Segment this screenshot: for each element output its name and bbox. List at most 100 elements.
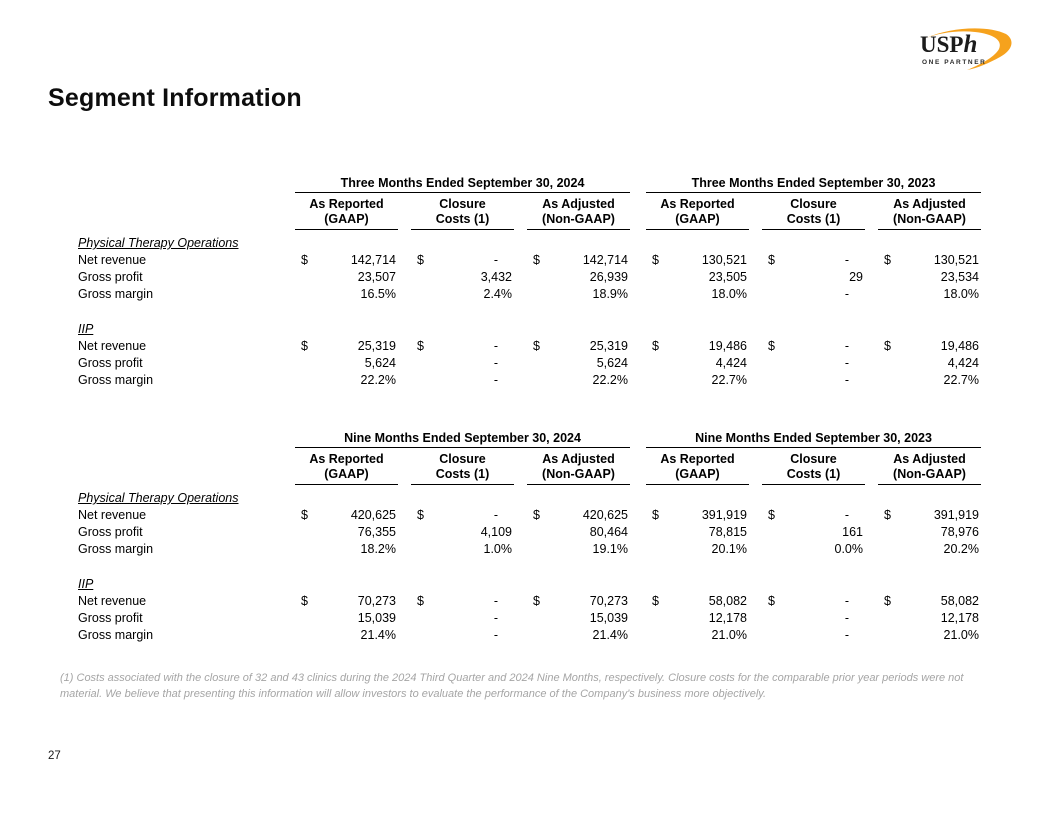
column-header-line1: As Adjusted — [542, 197, 615, 211]
column-header-line2: (Non-GAAP) — [542, 212, 615, 226]
dollar-sign: $ — [301, 339, 308, 353]
row-label: Gross margin — [78, 287, 154, 301]
value-cell: 26,939 — [527, 269, 630, 286]
value-cell: $ - — [411, 593, 514, 610]
row-label: Gross profit — [78, 270, 143, 284]
section-gap — [78, 558, 981, 571]
dollar-sign — [646, 355, 652, 372]
value-cell: 20.1% — [646, 541, 749, 558]
column-header: As Adjusted (Non-GAAP) — [527, 196, 630, 230]
value-cell: 22.2% — [527, 372, 630, 389]
dollar-sign — [646, 627, 652, 644]
column-header-line1: As Adjusted — [893, 452, 966, 466]
cell-value: 0.0% — [834, 542, 864, 556]
value-cell: 22.7% — [646, 372, 749, 389]
column-header-line1: As Adjusted — [893, 197, 966, 211]
dollar-sign: $ — [417, 508, 424, 522]
cell-value: 20.2% — [943, 542, 979, 556]
value-cell: $142,714 — [527, 252, 630, 269]
cell-value: 4,109 — [480, 525, 512, 539]
value-cell: 12,178 — [646, 610, 749, 627]
value-cell: 19.1% — [527, 541, 630, 558]
value-cell: 23,505 — [646, 269, 749, 286]
dollar-sign — [646, 372, 652, 389]
value-cell: - — [762, 610, 865, 627]
section-header-row: IIP — [78, 321, 981, 338]
table-row: Net revenue $420,625 $ - $420,625 $391,919 $ - $… — [78, 507, 981, 524]
dollar-sign — [411, 610, 417, 627]
cell-value: 420,625 — [350, 508, 396, 522]
value-cell: $ - — [411, 252, 514, 269]
value-cell: - — [411, 355, 514, 372]
column-header-row: As Reported (GAAP) Closure Costs (1) As Adju… — [78, 451, 981, 485]
cell-value: 25,319 — [357, 339, 396, 353]
three-months-segment-table: Three Months Ended September 30, 2024 Thr… — [78, 176, 981, 389]
row-label: Gross profit — [78, 611, 143, 625]
dollar-sign — [411, 627, 417, 644]
dollar-sign — [762, 541, 768, 558]
dollar-sign: $ — [301, 253, 308, 267]
cell-value: 19,486 — [708, 339, 747, 353]
dollar-sign — [295, 286, 301, 303]
dollar-sign — [527, 541, 533, 558]
value-cell: 20.2% — [878, 541, 981, 558]
column-header-line2: Costs (1) — [435, 467, 490, 481]
dollar-sign — [295, 541, 301, 558]
cell-value: 26,939 — [589, 270, 628, 284]
dollar-sign — [411, 372, 417, 389]
dollar-sign — [762, 524, 768, 541]
cell-value: 21.4% — [360, 628, 396, 642]
dollar-sign — [878, 524, 884, 541]
value-cell: 4,424 — [878, 355, 981, 372]
value-cell: 16.5% — [295, 286, 398, 303]
cell-value: 70,273 — [357, 594, 396, 608]
row-label: Gross profit — [78, 525, 143, 539]
period-group-header: Three Months Ended September 30, 2024 — [295, 176, 630, 193]
section-name: Physical Therapy Operations — [78, 236, 239, 250]
table-row: Gross profit 15,039 - 15,039 12,178 - 12,178 — [78, 610, 981, 627]
cell-value: 16.5% — [360, 287, 396, 301]
value-cell: - — [762, 355, 865, 372]
column-header-line2: (Non-GAAP) — [542, 467, 615, 481]
value-cell: 161 — [762, 524, 865, 541]
cell-value: - — [844, 356, 849, 370]
cell-value: - — [493, 628, 498, 642]
value-cell: $58,082 — [878, 593, 981, 610]
cell-value: - — [493, 611, 498, 625]
value-cell: 80,464 — [527, 524, 630, 541]
dollar-sign — [878, 355, 884, 372]
row-label: Net revenue — [78, 253, 147, 267]
dollar-sign — [878, 372, 884, 389]
value-cell: $70,273 — [295, 593, 398, 610]
value-cell: 4,109 — [411, 524, 514, 541]
dollar-sign: $ — [417, 594, 424, 608]
dollar-sign: $ — [768, 594, 775, 608]
dollar-sign: $ — [884, 594, 891, 608]
column-header-line1: As Reported — [309, 197, 384, 211]
column-header-line2: (Non-GAAP) — [893, 467, 966, 481]
cell-value: 4,424 — [947, 356, 979, 370]
cell-value: 15,039 — [357, 611, 396, 625]
value-cell: $142,714 — [295, 252, 398, 269]
dollar-sign: $ — [301, 508, 308, 522]
column-header-line1: Closure — [790, 452, 837, 466]
logo-wordmark: USPh — [920, 32, 977, 57]
dollar-sign — [411, 355, 417, 372]
dollar-sign — [411, 269, 417, 286]
value-cell: $25,319 — [295, 338, 398, 355]
cell-value: 391,919 — [701, 508, 747, 522]
cell-value: 391,919 — [933, 508, 979, 522]
cell-value: 25,319 — [589, 339, 628, 353]
column-header-line1: As Reported — [660, 452, 735, 466]
dollar-sign — [295, 627, 301, 644]
footnote: (1) Costs associated with the closure of… — [60, 672, 964, 700]
column-header: As Reported (GAAP) — [646, 196, 749, 230]
column-header-line2: Costs (1) — [786, 212, 841, 226]
cell-value: 18.2% — [360, 542, 396, 556]
column-header-line1: As Adjusted — [542, 452, 615, 466]
cell-value: 22.7% — [943, 373, 979, 387]
dollar-sign — [411, 286, 417, 303]
cell-value: - — [493, 594, 498, 608]
dollar-sign: $ — [768, 508, 775, 522]
value-cell: - — [762, 372, 865, 389]
